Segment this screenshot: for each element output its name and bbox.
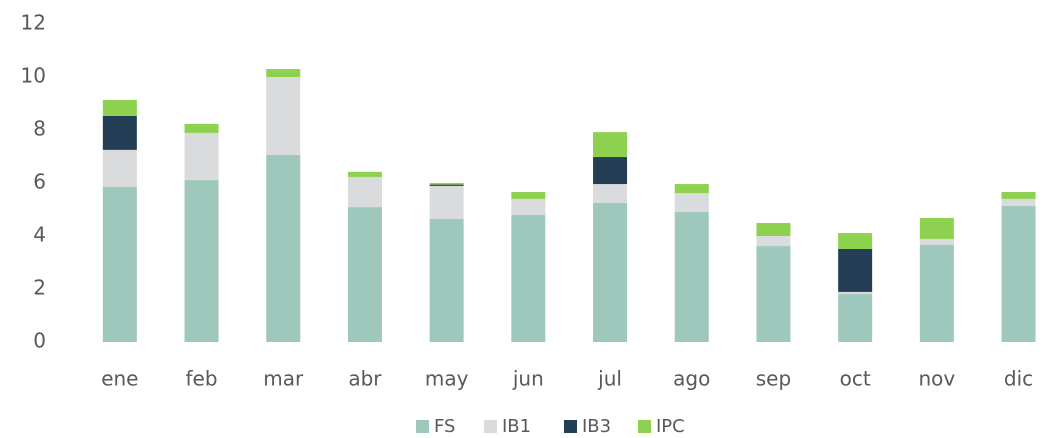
bar-segment [593, 184, 628, 203]
bar-segment [593, 202, 628, 342]
bar-segment [102, 115, 137, 150]
legend-label: IB3 [582, 416, 611, 437]
x-tick-label: ene [101, 367, 138, 391]
bar-segment [593, 157, 628, 185]
bar-segment [756, 246, 791, 342]
x-tick-label: oct [840, 367, 871, 391]
bar-segment [184, 123, 219, 133]
bar-segment [1001, 192, 1036, 199]
bar-segment [838, 248, 873, 292]
legend-swatch [416, 420, 429, 433]
y-tick-label: 6 [33, 170, 46, 194]
y-tick-label: 2 [33, 276, 46, 300]
legend-swatch [638, 420, 651, 433]
x-tick-label: nov [918, 367, 955, 391]
x-tick-label: may [425, 367, 469, 391]
bar-segment [674, 193, 709, 212]
x-tick-label: mar [263, 367, 304, 391]
bar-segment [266, 154, 301, 342]
bar-segment [511, 215, 546, 342]
bar-segment [102, 186, 137, 342]
bar-segment [1001, 206, 1036, 342]
bar-segment [511, 198, 546, 216]
x-tick-label: feb [186, 367, 218, 391]
bar-segment [756, 223, 791, 236]
x-tick-label: dic [1004, 367, 1033, 391]
legend-label: IB1 [502, 416, 531, 437]
x-tick-label: ago [673, 367, 710, 391]
bar-segment [919, 238, 954, 246]
y-tick-label: 10 [21, 64, 46, 88]
bar-segment [102, 100, 137, 116]
bar-segment [184, 132, 219, 181]
bar-segment [511, 192, 546, 199]
bar-segment [674, 184, 709, 194]
bar-segment [429, 183, 464, 185]
bar-segment [919, 217, 954, 239]
bar-segment [184, 180, 219, 342]
bar-segment [756, 236, 791, 247]
y-tick-label: 8 [33, 117, 46, 141]
x-tick-label: sep [756, 367, 791, 391]
x-tick-label: jun [512, 367, 544, 391]
bar-segment [1001, 198, 1036, 207]
legend-label: IPC [656, 416, 685, 437]
bar-segment [429, 184, 464, 186]
bar-segment [838, 294, 873, 342]
legend-swatch [484, 420, 497, 433]
bar-segment [347, 171, 382, 177]
bar-segment [347, 207, 382, 342]
x-tick-label: jul [597, 367, 622, 391]
bar-segment [266, 69, 301, 77]
bar-segment [347, 176, 382, 208]
bar-segment [919, 245, 954, 342]
bar-segment [838, 291, 873, 295]
y-tick-label: 4 [33, 223, 46, 247]
bar-segment [593, 132, 628, 158]
legend-swatch [564, 420, 577, 433]
bar-segment [429, 219, 464, 342]
bar-segment [429, 185, 464, 220]
y-tick-label: 12 [21, 11, 46, 35]
bar-segment [266, 77, 301, 155]
bar-segment [674, 211, 709, 342]
bar-segment [102, 149, 137, 187]
legend-label: FS [434, 416, 455, 437]
y-tick-label: 0 [33, 329, 46, 353]
x-tick-label: abr [348, 367, 382, 391]
bar-segment [838, 233, 873, 249]
